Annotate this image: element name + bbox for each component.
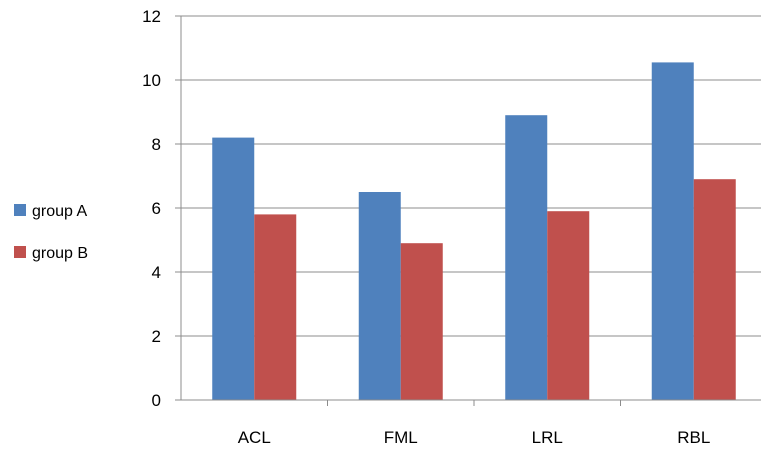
- bars: [212, 62, 736, 401]
- bar-group-b-fml: [400, 243, 443, 400]
- bar-group-a-fml: [358, 192, 401, 400]
- axes: [175, 15, 761, 406]
- y-tick-label: 12: [142, 7, 161, 26]
- bar-group-a-rbl: [651, 62, 694, 401]
- y-tick-label: 0: [152, 391, 161, 410]
- y-tick-label: 4: [152, 263, 161, 282]
- x-tick-label: LRL: [532, 428, 563, 447]
- legend: group A group B: [14, 203, 88, 262]
- bar-group-a-lrl: [505, 115, 548, 400]
- x-tick-label: FML: [384, 428, 418, 447]
- x-tick-label: RBL: [677, 428, 710, 447]
- y-tick-label: 10: [142, 71, 161, 90]
- y-tick-label: 6: [152, 199, 161, 218]
- bar-group-a-acl: [212, 137, 255, 400]
- y-tick-label: 8: [152, 135, 161, 154]
- legend-label: group B: [32, 245, 88, 262]
- x-tick-label: ACL: [238, 428, 271, 447]
- bar-group-b-lrl: [547, 211, 590, 400]
- y-tick-labels: 0 2 4 6 8 10 12: [142, 7, 161, 410]
- x-tick-labels: ACL FML LRL RBL: [238, 428, 711, 447]
- bar-group-b-acl: [254, 214, 297, 400]
- legend-label: group A: [32, 203, 87, 220]
- legend-swatch: [14, 246, 26, 258]
- legend-swatch: [14, 204, 26, 216]
- bar-group-b-rbl: [693, 179, 736, 400]
- y-tick-label: 2: [152, 327, 161, 346]
